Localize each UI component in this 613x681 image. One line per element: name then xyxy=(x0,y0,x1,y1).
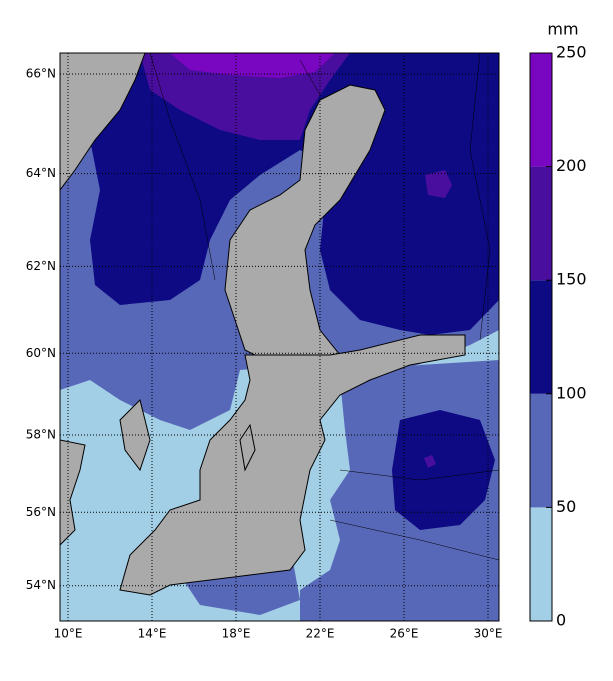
lon-label: 22°E xyxy=(306,627,335,641)
colorbar-tick-label: 250 xyxy=(556,43,587,62)
gotland xyxy=(239,423,256,472)
colorbar-tick-label: 100 xyxy=(556,383,587,402)
colorbar-band xyxy=(530,507,552,621)
colorbar-label: mm xyxy=(547,20,578,39)
lat-label: 66°N xyxy=(26,67,56,81)
lat-label: 64°N xyxy=(26,166,56,180)
colorbar-frame xyxy=(529,52,553,622)
lat-label: 58°N xyxy=(26,428,56,442)
north-sea xyxy=(60,439,86,546)
map-frame xyxy=(59,52,500,622)
precip-band xyxy=(392,410,495,530)
colorbar-band xyxy=(530,53,552,167)
lon-label: 18°E xyxy=(222,627,251,641)
lat-label: 54°N xyxy=(26,578,56,592)
colorbar-band xyxy=(530,280,552,394)
precip-band xyxy=(170,53,335,78)
precip-band xyxy=(424,455,436,468)
lat-label: 56°N xyxy=(26,505,56,519)
lat-label: 62°N xyxy=(26,259,56,273)
colorbar-tick-label: 150 xyxy=(556,270,587,289)
baltic-sea xyxy=(119,334,466,596)
colorbar: 0 50 100 150 200 250 xyxy=(529,43,587,630)
lon-label: 30°E xyxy=(474,627,503,641)
colorbar-tick-label: 0 xyxy=(556,611,566,630)
lon-label: 10°E xyxy=(54,627,83,641)
precip-band xyxy=(90,53,499,335)
colorbar-band xyxy=(530,393,552,508)
country-border xyxy=(149,53,499,561)
lon-label: 14°E xyxy=(138,627,167,641)
lon-label: 26°E xyxy=(390,627,419,641)
colorbar-tick-label: 200 xyxy=(556,156,587,175)
graticule xyxy=(60,53,499,621)
colorbar-tick-label: 50 xyxy=(556,497,576,516)
map-layers xyxy=(60,53,499,621)
precip-band xyxy=(425,170,452,198)
lat-label: 60°N xyxy=(26,346,56,360)
norwegian-sea xyxy=(60,53,146,191)
colorbar-band xyxy=(530,166,552,281)
